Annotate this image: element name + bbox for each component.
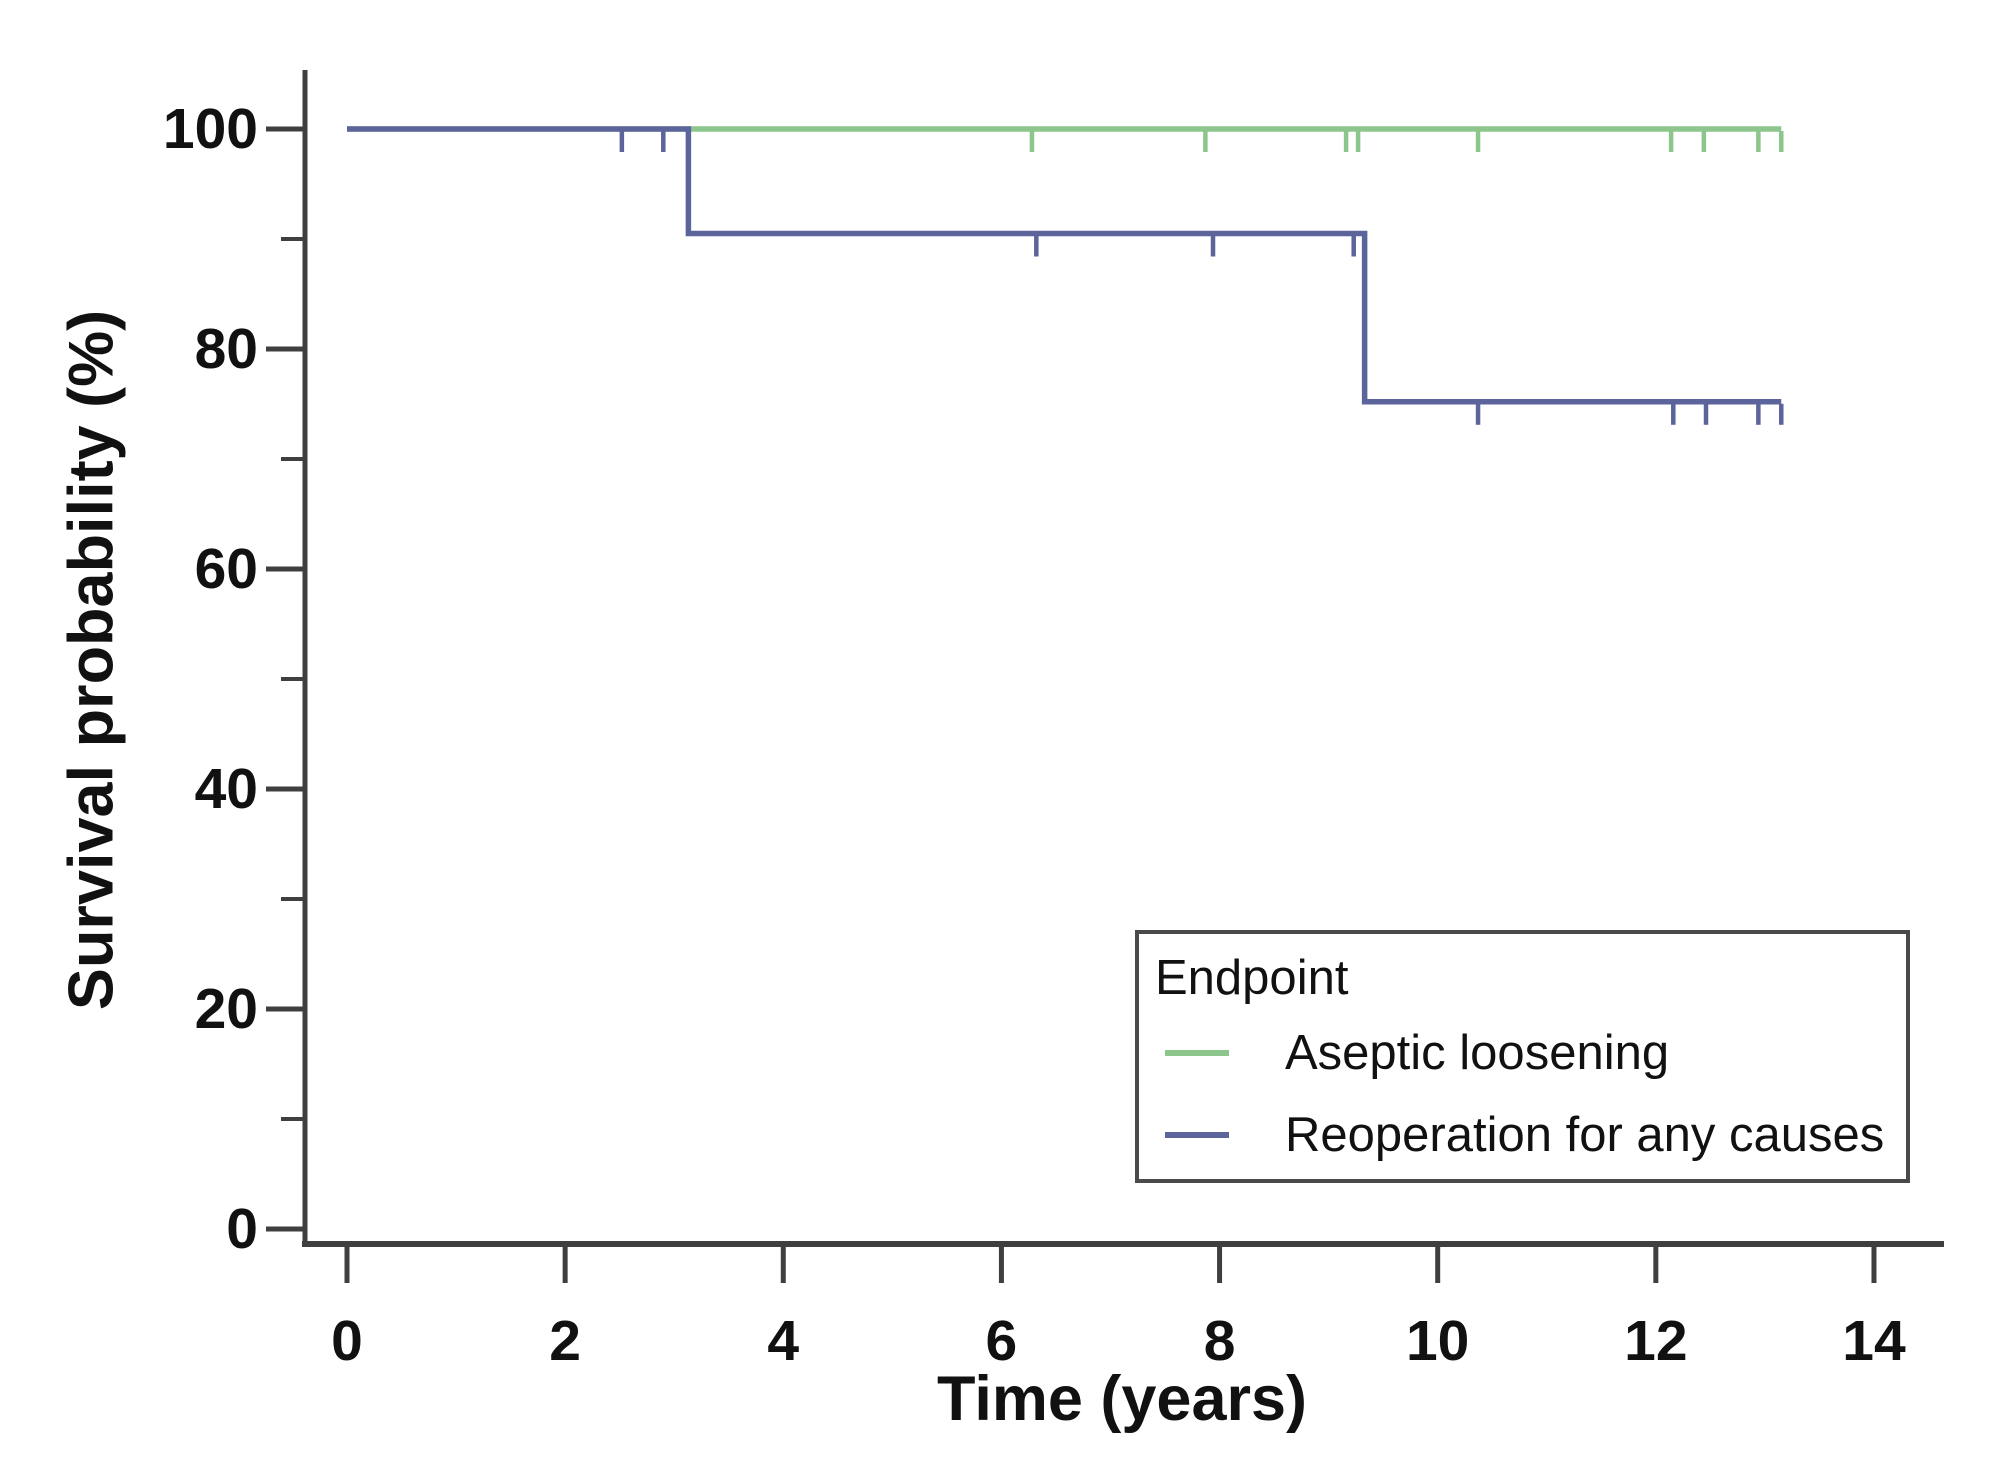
legend-item-aseptic-loosening: Aseptic loosening xyxy=(1165,1012,1906,1094)
x-tick-label: 8 xyxy=(1203,1309,1236,1373)
y-tick-label: 0 xyxy=(226,1197,258,1261)
legend-box: Endpoint Aseptic loosening Reoperation f… xyxy=(1135,930,1910,1183)
x-tick-label: 12 xyxy=(1624,1309,1688,1373)
y-tick-label: 40 xyxy=(194,757,258,821)
legend-label: Aseptic loosening xyxy=(1285,1026,1670,1080)
x-tick-label: 14 xyxy=(1842,1309,1906,1373)
x-tick-label: 4 xyxy=(767,1309,800,1373)
x-axis-title: Time (years) xyxy=(936,1364,1308,1434)
y-tick-label: 100 xyxy=(162,97,258,161)
legend-title: Endpoint xyxy=(1155,951,1349,1005)
legend-label: Reoperation for any causes xyxy=(1285,1108,1885,1162)
x-tick-label: 2 xyxy=(549,1309,581,1373)
x-tick-label: 0 xyxy=(331,1309,363,1373)
x-tick-label: 6 xyxy=(985,1309,1018,1373)
y-tick-label: 60 xyxy=(194,537,258,601)
green-line-swatch xyxy=(1165,1050,1229,1056)
x-tick-label: 10 xyxy=(1405,1309,1470,1373)
y-tick-label: 20 xyxy=(194,977,258,1041)
y-axis-title: Survival probability (%) xyxy=(56,309,127,1011)
y-tick-label: 80 xyxy=(194,317,258,381)
legend-item-reoperation: Reoperation for any causes xyxy=(1165,1094,1906,1176)
blue-line-swatch xyxy=(1165,1132,1229,1138)
survival-curve-reoperation xyxy=(347,126,1782,405)
